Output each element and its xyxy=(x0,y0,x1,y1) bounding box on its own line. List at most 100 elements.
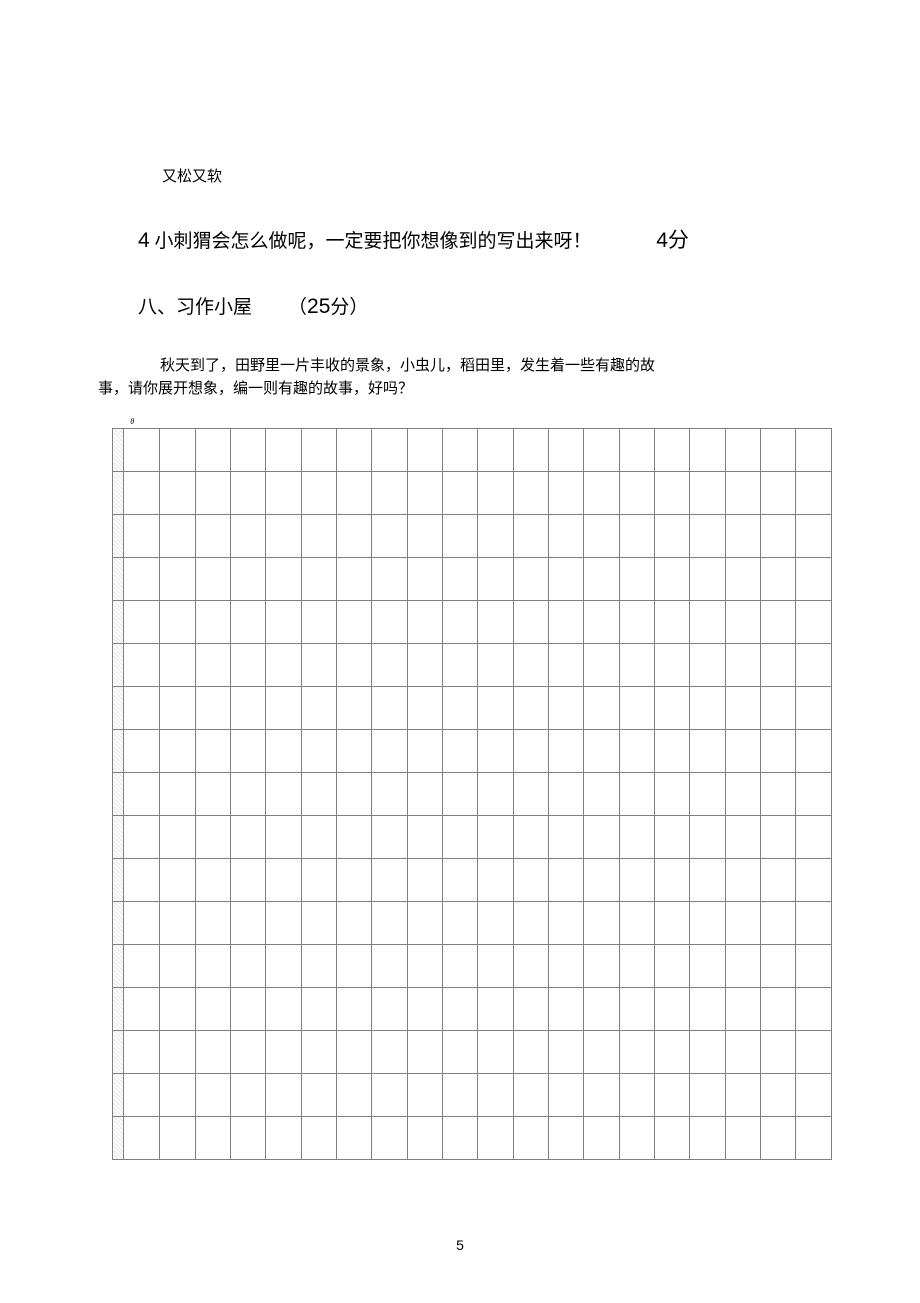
grid-cell xyxy=(124,859,160,902)
grid-cell xyxy=(761,1074,796,1117)
grid-cell xyxy=(478,1031,513,1074)
grid-cell xyxy=(761,472,796,515)
grid-cell xyxy=(372,687,407,730)
grid-cell xyxy=(113,558,124,601)
grid-cell xyxy=(513,558,548,601)
grid-cell xyxy=(725,687,760,730)
grid-cell xyxy=(549,859,584,902)
grid-cell xyxy=(796,988,832,1031)
grid-cell xyxy=(124,816,160,859)
grid-cell xyxy=(230,1074,265,1117)
grid-cell xyxy=(725,902,760,945)
grid-cell xyxy=(230,773,265,816)
grid-cell xyxy=(690,472,725,515)
grid-cell xyxy=(336,515,371,558)
grid-cell xyxy=(336,472,371,515)
grid-cell xyxy=(796,515,832,558)
grid-cell xyxy=(725,601,760,644)
grid-cell xyxy=(796,558,832,601)
grid-cell xyxy=(619,1031,654,1074)
grid-cell xyxy=(124,730,160,773)
grid-cell xyxy=(230,1031,265,1074)
grid-cell xyxy=(266,558,301,601)
grid-cell xyxy=(266,644,301,687)
grid-cell xyxy=(230,687,265,730)
writing-grid: θ xyxy=(112,428,832,1160)
grid-cell xyxy=(195,773,230,816)
grid-cell xyxy=(584,601,619,644)
grid-cell xyxy=(124,644,160,687)
grid-cell xyxy=(761,601,796,644)
grid-cell xyxy=(725,1031,760,1074)
grid-cell xyxy=(266,472,301,515)
grid-cell xyxy=(655,730,690,773)
grid-cell xyxy=(513,687,548,730)
grid-cell xyxy=(113,601,124,644)
grid-cell xyxy=(619,429,654,472)
grid-cell xyxy=(124,1074,160,1117)
grid-cell xyxy=(443,429,478,472)
grid-cell xyxy=(195,1031,230,1074)
grid-cell xyxy=(230,859,265,902)
grid-cell xyxy=(655,859,690,902)
grid-cell xyxy=(584,558,619,601)
grid-cell xyxy=(584,859,619,902)
grid-cell xyxy=(301,687,336,730)
grid-cell xyxy=(513,429,548,472)
grid-cell xyxy=(372,1031,407,1074)
grid-cell xyxy=(195,730,230,773)
grid-cell xyxy=(796,902,832,945)
grid-cell xyxy=(655,515,690,558)
grid-cell xyxy=(195,515,230,558)
grid-cell xyxy=(124,687,160,730)
grid-cell xyxy=(725,816,760,859)
grid-cell xyxy=(690,515,725,558)
grid-cell xyxy=(513,730,548,773)
grid-cell xyxy=(584,816,619,859)
grid-cell xyxy=(796,644,832,687)
page-number: 5 xyxy=(0,1237,920,1253)
grid-cell xyxy=(584,902,619,945)
grid-cell xyxy=(407,945,442,988)
grid-cell xyxy=(372,902,407,945)
grid-cell xyxy=(230,988,265,1031)
grid-cell xyxy=(407,601,442,644)
grid-cell xyxy=(407,515,442,558)
grid-cell xyxy=(336,859,371,902)
grid-cell xyxy=(690,773,725,816)
grid-cell xyxy=(655,472,690,515)
grid-cell xyxy=(336,816,371,859)
grid-cell xyxy=(301,859,336,902)
grid-cell xyxy=(584,1031,619,1074)
grid-cell xyxy=(584,730,619,773)
grid-cell xyxy=(690,945,725,988)
grid-cell xyxy=(478,515,513,558)
grid-cell xyxy=(336,1074,371,1117)
grid-cell xyxy=(407,644,442,687)
grid-cell xyxy=(195,816,230,859)
composition-grid: θ xyxy=(112,428,832,1160)
grid-cell xyxy=(195,472,230,515)
grid-cell xyxy=(160,1031,195,1074)
grid-cell xyxy=(513,816,548,859)
grid-cell xyxy=(478,1117,513,1160)
grid-cell xyxy=(301,902,336,945)
grid-cell xyxy=(690,644,725,687)
grid-cell xyxy=(407,816,442,859)
grid-cell xyxy=(230,730,265,773)
question-4: 4 小刺猬会怎么做呢，一定要把你想像到的写出来呀！ 4分 xyxy=(138,224,802,254)
grid-cell xyxy=(266,859,301,902)
grid-cell xyxy=(761,429,796,472)
grid-cell xyxy=(266,988,301,1031)
grid-cell xyxy=(124,902,160,945)
grid-cell xyxy=(160,859,195,902)
grid-cell xyxy=(619,558,654,601)
grid-cell xyxy=(407,1031,442,1074)
grid-cell xyxy=(549,601,584,644)
grid-cell xyxy=(443,558,478,601)
grid-cell xyxy=(113,945,124,988)
grid-cell xyxy=(336,1117,371,1160)
grid-cell xyxy=(372,472,407,515)
grid-cell xyxy=(619,773,654,816)
grid-cell xyxy=(230,902,265,945)
